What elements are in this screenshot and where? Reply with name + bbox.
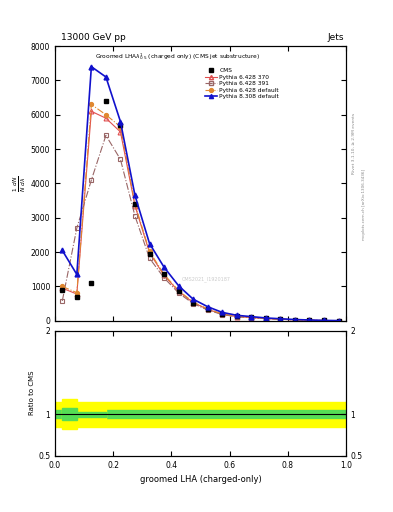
Text: Jets: Jets	[327, 33, 344, 42]
Text: Rivet 3.1.10, ≥ 2.9M events: Rivet 3.1.10, ≥ 2.9M events	[352, 113, 356, 174]
X-axis label: groomed LHA (charged-only): groomed LHA (charged-only)	[140, 475, 261, 484]
Y-axis label: Ratio to CMS: Ratio to CMS	[29, 371, 35, 416]
Legend: CMS, Pythia 6.428 370, Pythia 6.428 391, Pythia 6.428 default, Pythia 8.308 defa: CMS, Pythia 6.428 370, Pythia 6.428 391,…	[205, 68, 279, 99]
Y-axis label: $\frac{1}{N}\,\frac{dN}{d\lambda}$: $\frac{1}{N}\,\frac{dN}{d\lambda}$	[11, 175, 28, 192]
Bar	[77, 404, 91, 424]
Bar	[62, 408, 77, 420]
Text: 13000 GeV pp: 13000 GeV pp	[61, 33, 126, 42]
Bar	[55, 410, 346, 418]
Bar	[77, 412, 91, 417]
Bar	[55, 401, 346, 426]
Text: Groomed LHA$\lambda^{1}_{0.5}$ (charged only) (CMS jet substructure): Groomed LHA$\lambda^{1}_{0.5}$ (charged …	[95, 52, 260, 62]
Text: mcplots.cern.ch [arXiv:1306.3436]: mcplots.cern.ch [arXiv:1306.3436]	[362, 169, 366, 240]
Bar	[62, 399, 77, 429]
Text: CMS2021_I1920187: CMS2021_I1920187	[182, 276, 231, 282]
Bar	[91, 412, 106, 417]
Bar	[91, 404, 106, 424]
